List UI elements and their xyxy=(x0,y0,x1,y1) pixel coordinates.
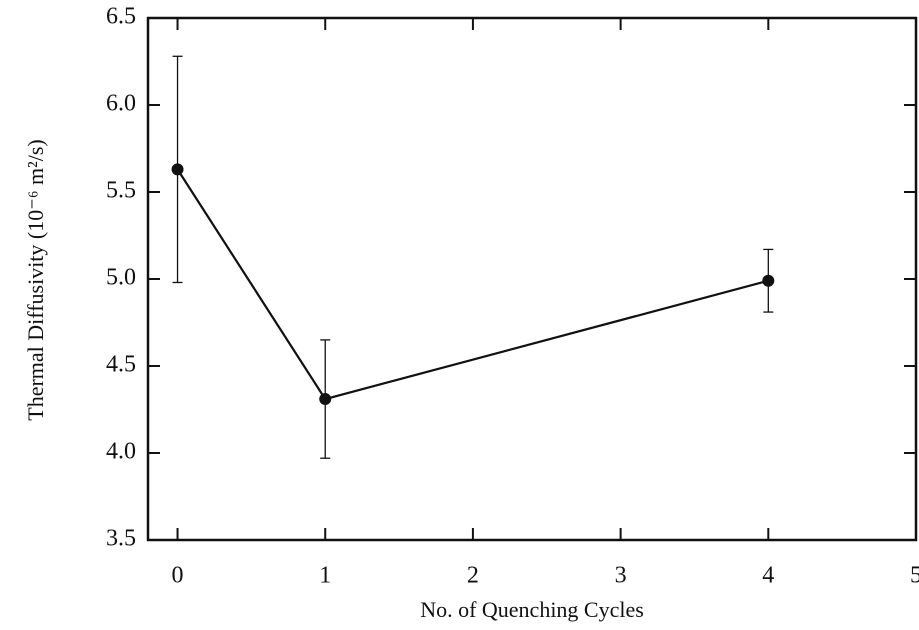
x-tick-label: 2 xyxy=(467,563,479,589)
data-point xyxy=(762,274,775,287)
x-tick-label: 4 xyxy=(762,563,774,589)
data-line xyxy=(176,168,769,401)
y-tick-label: 4.0 xyxy=(106,439,136,465)
y-tick-label: 6.0 xyxy=(106,91,136,117)
x-tick-label: 0 xyxy=(172,563,184,589)
y-axis-label: Thermal Diffusivity (10⁻⁶ m²/s) xyxy=(23,139,48,421)
data-point xyxy=(319,393,332,406)
y-tick-label: 4.5 xyxy=(106,352,136,378)
data-point xyxy=(171,163,184,176)
x-tick-label: 5 xyxy=(910,563,919,589)
y-tick-label: 6.5 xyxy=(106,4,136,30)
y-tick-label: 3.5 xyxy=(106,526,136,552)
x-tick-label: 1 xyxy=(319,563,331,589)
x-tick-label: 3 xyxy=(615,563,627,589)
x-axis-label: No. of Quenching Cycles xyxy=(420,597,644,622)
y-tick-label: 5.0 xyxy=(106,265,136,291)
y-tick-label: 5.5 xyxy=(106,178,136,204)
plot-frame xyxy=(146,16,918,542)
